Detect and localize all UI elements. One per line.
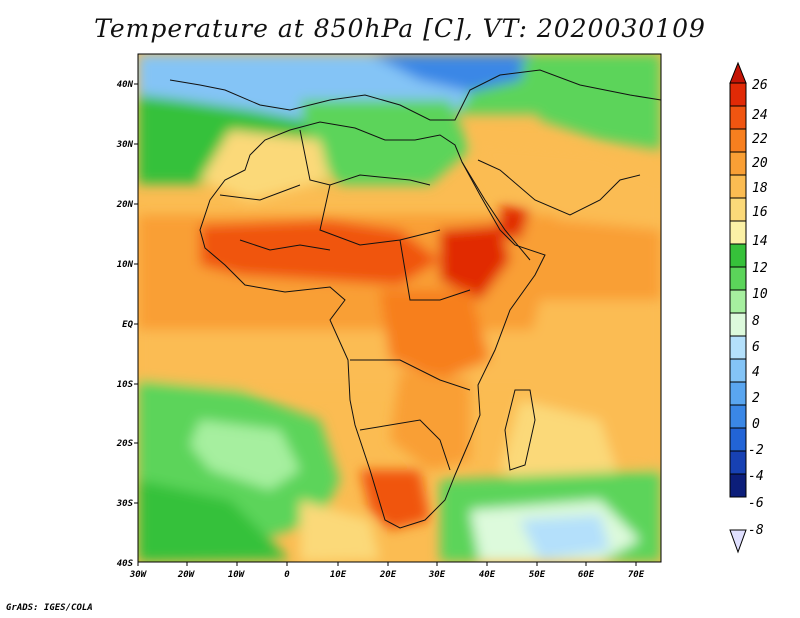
lon-label: 60E [578,570,595,580]
lon-label: 20W [177,570,196,580]
lat-label: 10S [117,380,134,390]
colorbar-label: 2 [752,391,760,406]
lat-label: 30S [116,499,134,509]
lat-label: 10N [117,260,134,270]
lon-label: 0 [284,570,290,580]
colorbar [729,61,747,554]
colorbar-bottom-arrow [729,529,747,554]
lon-label: 10W [228,570,246,580]
lon-label: 30E [428,570,446,580]
lon-label: 30W [129,570,148,580]
colorbar-label: 6 [752,340,760,355]
credit-text: GrADS: IGES/COLA [6,603,93,613]
lat-label: 20S [116,439,134,449]
colorbar-label: 14 [752,234,768,249]
colorbar-label: -2 [748,443,764,458]
colorbar-label: 22 [752,132,768,147]
lat-label: 20N [116,200,134,210]
colorbar-label: -6 [748,496,764,511]
lat-label: 30N [116,140,134,150]
plot-frame [137,53,662,563]
lon-label: 20E [379,570,397,580]
lon-label: 70E [628,570,645,580]
colorbar-label: 24 [752,108,768,123]
colorbar-label: 0 [752,417,760,432]
colorbar-label: 20 [752,156,768,171]
colorbar-label: -8 [748,523,764,538]
lat-axis: 40N 30N 20N 10N EQ 10S 20S 30S 40S [116,80,134,569]
colorbar-label: 18 [752,181,768,196]
lat-label: 40S [117,559,134,569]
coastlines [169,69,661,529]
lat-label: 40N [117,80,134,90]
map-title: Temperature at 850hPa [C], VT: 202003010… [94,14,706,43]
colorbar-label: 16 [752,205,768,220]
lon-axis: 30W 20W 10W 0 10E 20E 30E 40E 50E 60E 70… [129,570,645,580]
temperature-field [138,54,661,562]
colorbar-label: 10 [752,287,768,302]
colorbar-labels: 26 24 22 20 18 16 14 12 10 8 6 4 2 0 -2 … [748,78,768,538]
colorbar-label: -4 [748,469,764,484]
colorbar-label: 12 [752,261,768,276]
colorbar-label: 4 [752,365,760,380]
colorbar-label: 26 [752,78,768,93]
colorbar-top-arrow [729,61,747,84]
lon-label: 40E [479,570,496,580]
colorbar-label: 8 [752,314,760,329]
lon-label: 50E [529,570,546,580]
lon-label: 10E [330,570,347,580]
tick-marks [134,83,637,566]
lat-label: EQ [122,320,133,330]
